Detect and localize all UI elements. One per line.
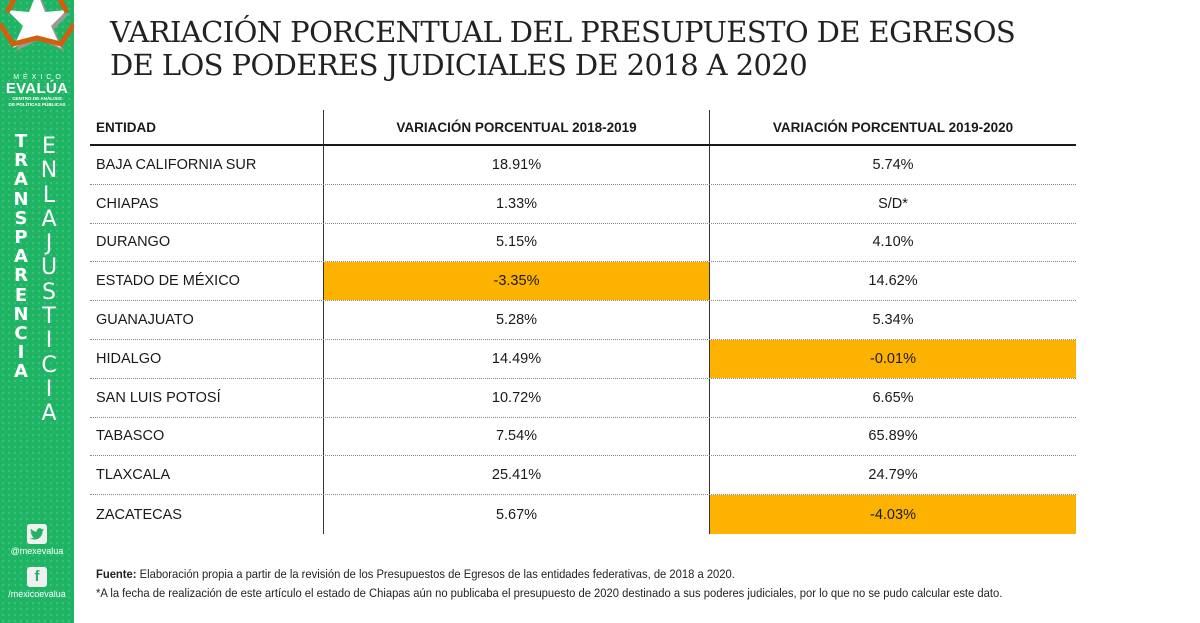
cell-variation-2018-2019: 5.15% [323, 223, 709, 262]
table-row: GUANAJUATO 5.28% 5.34% [90, 301, 1076, 340]
vertical-letter: N [13, 188, 29, 210]
vertical-letter: P [14, 226, 28, 248]
vertical-letter: E [14, 284, 28, 306]
table-row: SAN LUIS POTOSÍ 10.72% 6.65% [90, 378, 1076, 418]
source-note: Fuente: Elaboración propia a partir de l… [96, 565, 1002, 584]
cell-variation-2019-2020: 6.65% [709, 378, 1076, 417]
vertical-letter: R [14, 265, 28, 287]
vertical-letter: A [14, 361, 28, 383]
cell-entidad: HIDALGO [96, 350, 162, 367]
cell-variation-2019-2020: -4.03% [709, 495, 1076, 534]
table-row: ZACATECAS 5.67% -4.03% [90, 495, 1076, 534]
footnote: *A la fecha de realización de este artíc… [96, 586, 1003, 600]
cell-entidad: CHIAPAS [96, 195, 159, 212]
cell-entidad: DURANGO [96, 234, 171, 251]
cell-entidad: SAN LUIS POTOSÍ [96, 389, 221, 406]
table-row: CHIAPAS 1.33% S/D* [90, 184, 1076, 224]
cell-variation-2019-2020: -0.01% [709, 339, 1076, 378]
title-line-2: DE LOS PODERES JUDICIALES DE 2018 A 2020 [110, 48, 808, 82]
cell-variation-2019-2020: 5.74% [709, 146, 1076, 184]
cell-variation-2018-2019: -3.35% [323, 262, 709, 301]
vertical-letter: L [42, 182, 56, 208]
source-text: Elaboración propia a partir de la revisi… [136, 567, 735, 581]
cell-variation-2018-2019: 5.67% [323, 495, 709, 534]
table-row: TABASCO 7.54% 65.89% [90, 417, 1076, 457]
cell-variation-2019-2020: S/D* [709, 184, 1076, 223]
vertical-letter: I [17, 342, 25, 364]
cell-variation-2018-2019: 25.41% [323, 456, 709, 495]
footer-notes: Fuente: Elaboración propia a partir de l… [96, 565, 1081, 603]
twitter-handle: @mexevalua [10, 546, 64, 556]
table-header-row: ENTIDAD VARIACIÓN PORCENTUAL 2018-2019 V… [90, 110, 1076, 146]
vertical-letter: T [42, 304, 56, 330]
vertical-letter: I [45, 376, 53, 402]
vertical-letter: N [40, 158, 58, 184]
vertical-letter: A [14, 246, 28, 268]
table-row: BAJA CALIFORNIA SUR 18.91% 5.74% [90, 146, 1076, 185]
cell-variation-2019-2020: 24.79% [709, 456, 1076, 495]
cell-entidad: GUANAJUATO [96, 312, 194, 329]
page-title: VARIACIÓN PORCENTUAL DEL PRESUPUESTO DE … [110, 16, 1030, 82]
cell-variation-2018-2019: 10.72% [323, 378, 709, 417]
cell-entidad: TLAXCALA [96, 467, 171, 484]
cell-entidad: ZACATECAS [96, 506, 182, 523]
table-row: TLAXCALA 25.41% 24.79% [90, 456, 1076, 496]
budget-variation-table: ENTIDAD VARIACIÓN PORCENTUAL 2018-2019 V… [90, 110, 1076, 534]
twitter-link[interactable]: @mexevalua [0, 524, 74, 556]
vertical-letter: A [41, 401, 57, 427]
logo-subtitle-1: CENTRO DE ANÁLISIS [12, 96, 62, 101]
cell-entidad: ESTADO DE MÉXICO [96, 273, 240, 290]
vertical-letter: C [41, 352, 57, 378]
logo-subtitle-2: DE POLÍTICAS PÚBLICAS [8, 101, 66, 107]
vertical-letter: C [14, 322, 28, 344]
cell-variation-2018-2019: 14.49% [323, 339, 709, 378]
vertical-letter: N [13, 303, 29, 325]
facebook-handle: /mexicoevalua [8, 589, 66, 599]
table-row: ESTADO DE MÉXICO -3.35% 14.62% [90, 262, 1076, 302]
cell-entidad: TABASCO [96, 428, 165, 445]
sidebar: MÉXICO EVALÚA CENTRO DE ANÁLISIS DE POLÍ… [0, 0, 74, 623]
vertical-letter: A [14, 169, 28, 191]
logo-text: MÉXICO EVALÚA CENTRO DE ANÁLISIS DE POLÍ… [0, 74, 74, 107]
cell-variation-2018-2019: 18.91% [323, 146, 709, 184]
logo-evalua: EVALÚA [5, 80, 69, 97]
cell-variation-2019-2020: 4.10% [709, 223, 1076, 262]
star-logo-icon [0, 0, 74, 51]
facebook-link[interactable]: f /mexicoevalua [0, 567, 74, 599]
twitter-icon [27, 524, 47, 544]
cell-variation-2019-2020: 5.34% [709, 301, 1076, 339]
vertical-letter: S [14, 207, 28, 229]
title-line-1: VARIACIÓN PORCENTUAL DEL PRESUPUESTO DE … [110, 15, 1016, 49]
table-row: HIDALGO 14.49% -0.01% [90, 339, 1076, 379]
logo-mexico: MÉXICO [13, 74, 65, 81]
vertical-letter: E [42, 134, 56, 159]
source-label: Fuente: [96, 567, 137, 581]
header-variation-2019-2020: VARIACIÓN PORCENTUAL 2019-2020 [709, 110, 1076, 144]
vertical-letter: J [45, 231, 53, 257]
vertical-letter: U [40, 255, 58, 281]
cell-variation-2018-2019: 1.33% [323, 184, 709, 223]
cell-variation-2019-2020: 65.89% [709, 417, 1076, 456]
vertical-letter: I [45, 328, 53, 354]
cell-entidad: BAJA CALIFORNIA SUR [96, 156, 257, 173]
cell-variation-2019-2020: 14.62% [709, 262, 1076, 301]
vertical-letter: T [14, 131, 28, 152]
cell-variation-2018-2019: 7.54% [323, 417, 709, 456]
vertical-letter: A [41, 206, 57, 232]
vertical-letter: R [14, 150, 28, 172]
header-variation-2018-2019: VARIACIÓN PORCENTUAL 2018-2019 [323, 110, 709, 144]
vertical-letter: S [42, 279, 56, 305]
facebook-icon: f [27, 567, 47, 587]
table-row: DURANGO 5.15% 4.10% [90, 223, 1076, 263]
cell-variation-2018-2019: 5.28% [323, 301, 709, 339]
header-entidad: ENTIDAD [96, 119, 156, 135]
